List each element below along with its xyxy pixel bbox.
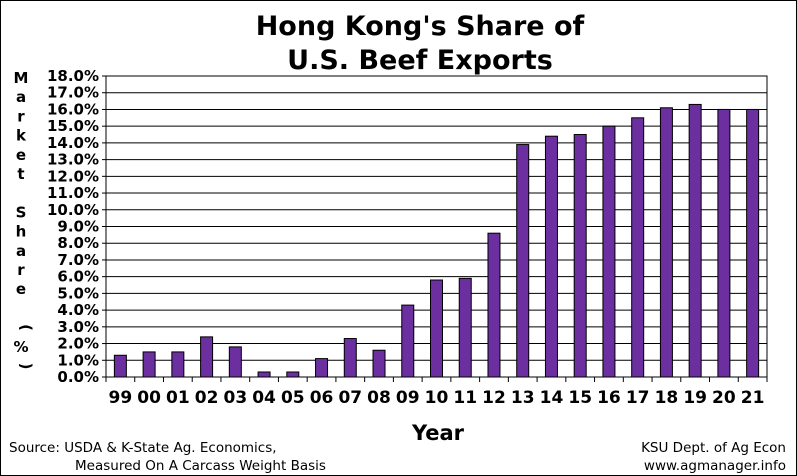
bar-16 <box>602 125 616 378</box>
x-tick-label: 11 <box>453 388 477 408</box>
bar-17 <box>631 117 645 378</box>
bar-01 <box>171 351 185 378</box>
y-axis-title-char: t <box>17 165 24 183</box>
y-tick-label: 13.0% <box>47 151 99 169</box>
chart-title-line-1: Hong Kong's Share of <box>256 11 585 42</box>
x-tick-label: 04 <box>252 388 276 408</box>
bar-03 <box>228 346 242 378</box>
bar-14 <box>544 135 558 378</box>
bar-11 <box>458 277 472 378</box>
y-tick-label: 3.0% <box>57 318 99 336</box>
x-tick-label: 03 <box>223 388 247 408</box>
y-tick-label: 16.0% <box>47 100 99 118</box>
y-tick-label: 2.0% <box>57 335 99 353</box>
y-tick-label: 4.0% <box>57 301 99 319</box>
y-axis-title-char: a <box>16 88 26 106</box>
y-tick-label: 5.0% <box>57 284 99 302</box>
y-axis-title-char: S <box>16 203 27 221</box>
y-axis-title-char: ( <box>17 324 35 331</box>
x-tick-label: 15 <box>568 388 592 408</box>
x-tick-label: 05 <box>281 388 305 408</box>
source-line-1: Source: USDA & K-State Ag. Economics, <box>9 440 277 456</box>
x-tick-label: 00 <box>137 388 161 408</box>
x-tick-label: 12 <box>482 388 506 408</box>
bar-12 <box>487 232 501 378</box>
plot-area <box>105 75 768 378</box>
credit-line-1: KSU Dept. of Ag Econ <box>641 440 786 456</box>
x-tick-label: 21 <box>741 388 765 408</box>
x-tick-label: 09 <box>396 388 420 408</box>
bar-05 <box>286 371 300 378</box>
y-tick-label: 12.0% <box>47 167 99 185</box>
x-axis-title: Year <box>411 421 465 445</box>
y-axis-title-char: k <box>16 127 27 145</box>
bar-07 <box>343 338 357 378</box>
gridlines <box>106 75 767 378</box>
y-tick-label: 11.0% <box>47 184 99 202</box>
x-tick-label: 20 <box>712 388 736 408</box>
y-tick-label: 10.0% <box>47 201 99 219</box>
bar-10 <box>430 279 443 378</box>
x-tick-label: 13 <box>511 388 535 408</box>
y-axis-ticks: 0.0%1.0%2.0%3.0%4.0%5.0%6.0%7.0%8.0%9.0%… <box>47 67 106 386</box>
x-tick-label: 17 <box>626 388 650 408</box>
x-tick-label: 18 <box>655 388 679 408</box>
y-axis-title-char: r <box>17 107 25 125</box>
credit-line-2: www.agmanager.info <box>644 458 786 474</box>
bar-04 <box>257 371 271 378</box>
y-tick-label: 14.0% <box>47 134 99 152</box>
chart-title-line-2: U.S. Beef Exports <box>287 45 553 76</box>
x-tick-label: 06 <box>310 388 334 408</box>
x-tick-label: 99 <box>109 388 133 408</box>
bar-06 <box>315 358 329 378</box>
bar-19 <box>688 103 702 378</box>
y-axis-title-char: e <box>16 146 26 164</box>
bars <box>113 103 760 378</box>
y-tick-label: 1.0% <box>57 351 99 369</box>
bar-21 <box>746 108 760 378</box>
x-tick-label: 01 <box>166 388 190 408</box>
y-axis-title-char: % <box>13 338 28 356</box>
x-tick-label: 02 <box>195 388 219 408</box>
x-tick-label: 07 <box>338 388 362 408</box>
bar-00 <box>142 351 156 378</box>
x-tick-label: 10 <box>425 388 449 408</box>
y-tick-label: 15.0% <box>47 117 99 135</box>
bar-09 <box>401 304 415 378</box>
y-axis-title-char: M <box>14 69 29 87</box>
x-tick-label: 08 <box>367 388 391 408</box>
x-tick-label: 19 <box>683 388 707 408</box>
bar-15 <box>573 134 587 378</box>
y-tick-label: 9.0% <box>57 218 99 236</box>
y-tick-label: 17.0% <box>47 84 99 102</box>
y-tick-label: 7.0% <box>57 251 99 269</box>
bar-02 <box>200 336 214 378</box>
source-line-2: Measured On A Carcass Weight Basis <box>75 458 326 474</box>
y-tick-label: 6.0% <box>57 268 99 286</box>
y-axis-title-char: r <box>17 261 25 279</box>
y-tick-label: 8.0% <box>57 234 99 252</box>
y-axis-title-char: a <box>16 242 26 260</box>
bar-18 <box>659 107 673 378</box>
bar-13 <box>516 144 530 378</box>
y-axis-title-char: h <box>16 223 27 241</box>
y-axis-title-char: e <box>16 280 26 298</box>
x-tick-label: 14 <box>540 388 564 408</box>
bar-99 <box>113 354 127 378</box>
bar-20 <box>717 108 731 378</box>
y-tick-label: 18.0% <box>47 67 99 85</box>
y-tick-label: 0.0% <box>57 368 99 386</box>
bar-08 <box>372 349 386 378</box>
x-axis-ticks: 99 00 01 02 03 04 05 06 07 08 09 10 11 12 13 14 15 16 17 18… <box>105 377 768 408</box>
y-axis-title-char: ) <box>17 363 35 370</box>
x-tick-label: 16 <box>597 388 621 408</box>
